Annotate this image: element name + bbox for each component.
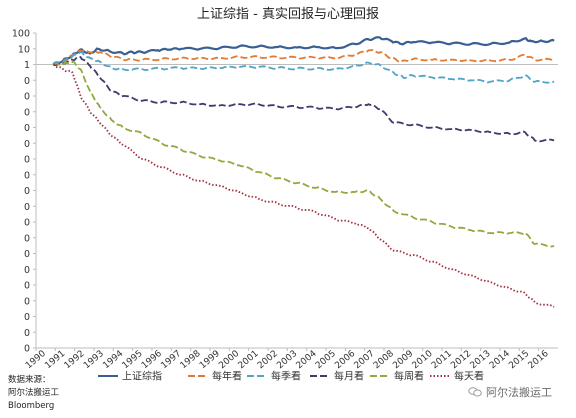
y-tick-label: 0 xyxy=(24,265,30,276)
y-tick-label: 0 xyxy=(24,202,30,213)
x-tick-label: 1996 xyxy=(140,349,164,372)
legend-label: 每月看 xyxy=(334,370,364,383)
y-tick-label: 0 xyxy=(24,107,30,118)
y-tick-label: 0 xyxy=(24,281,30,292)
chart-series xyxy=(52,36,555,308)
legend-label: 每年看 xyxy=(212,370,242,383)
legend-label: 上证综指 xyxy=(122,370,162,383)
y-tick-label: 0 xyxy=(24,328,30,339)
data-source-note: 数据来源： 阿尔法搬运工 Bloomberg xyxy=(8,374,59,413)
series-line-4 xyxy=(53,60,555,248)
x-tick-label: 2016 xyxy=(527,349,551,372)
y-tick-label: 0 xyxy=(24,155,30,166)
x-tick-label: 1993 xyxy=(82,349,106,371)
y-tick-label: 0 xyxy=(24,296,30,307)
x-tick-label: 2009 xyxy=(391,349,415,372)
y-tick-label: 0 xyxy=(24,186,30,197)
y-tick-label: 0 xyxy=(24,249,30,260)
x-tick-label: 1999 xyxy=(198,349,222,372)
y-tick-label: 0 xyxy=(24,76,30,87)
x-tick-label: 1991 xyxy=(43,349,67,371)
x-tick-label: 1994 xyxy=(101,349,125,372)
x-tick-label: 2008 xyxy=(372,349,396,372)
x-tick-label: 1998 xyxy=(179,349,203,372)
x-tick-label: 2003 xyxy=(275,349,299,371)
legend-label: 每周看 xyxy=(394,370,424,383)
x-tick-label: 2015 xyxy=(507,349,531,371)
y-tick-label: 0 xyxy=(24,92,30,103)
y-tick-label: 0 xyxy=(24,218,30,229)
y-tick-label: 0 xyxy=(24,344,30,355)
x-tick-label: 1992 xyxy=(63,349,87,371)
x-tick-label: 1995 xyxy=(121,349,145,371)
series-line-5 xyxy=(52,63,555,308)
x-tick-label: 2000 xyxy=(217,349,241,372)
x-tick-label: 2014 xyxy=(488,349,512,372)
chart-axes: 1001010000000000000000001990199119921993… xyxy=(12,29,558,372)
series-line-0 xyxy=(52,36,555,66)
y-tick-label: 0 xyxy=(24,123,30,134)
legend-label: 每季看 xyxy=(271,370,301,383)
y-tick-label: 1 xyxy=(24,60,30,71)
source-label: 数据来源： xyxy=(8,375,51,385)
chart-legend: 上证综指 每年看 每季看 每月看 每周看 每天看 xyxy=(98,370,484,383)
x-tick-label: 2004 xyxy=(295,349,319,372)
x-tick-label: 2006 xyxy=(333,349,357,372)
chart-title: 上证综指 - 真实回报与心理回报 xyxy=(197,7,379,22)
source-bloomberg: Bloomberg xyxy=(8,401,55,411)
x-tick-label: 2005 xyxy=(314,349,338,371)
x-tick-label: 2002 xyxy=(256,349,280,371)
series-line-3 xyxy=(53,55,555,143)
y-tick-label: 0 xyxy=(24,170,30,181)
legend-label: 每天看 xyxy=(454,370,484,383)
x-tick-label: 2012 xyxy=(449,349,473,371)
watermark: 阿尔法搬运工 xyxy=(468,384,552,400)
series-line-1 xyxy=(53,49,555,66)
y-tick-label: 0 xyxy=(24,233,30,244)
source-name: 阿尔法搬运工 xyxy=(8,388,60,398)
y-tick-label: 10 xyxy=(18,44,30,55)
x-tick-label: 2010 xyxy=(411,349,435,372)
wechat-icon xyxy=(468,387,482,397)
y-tick-label: 100 xyxy=(12,29,30,40)
x-tick-label: 2007 xyxy=(353,349,377,371)
y-tick-label: 0 xyxy=(24,139,30,150)
x-tick-label: 2013 xyxy=(469,349,493,371)
watermark-text: 阿尔法搬运工 xyxy=(486,386,552,399)
y-tick-label: 0 xyxy=(24,312,30,323)
series-line-2 xyxy=(52,51,555,84)
x-tick-label: 2011 xyxy=(430,349,454,371)
x-tick-label: 1997 xyxy=(159,349,183,371)
x-tick-label: 2001 xyxy=(237,349,261,371)
